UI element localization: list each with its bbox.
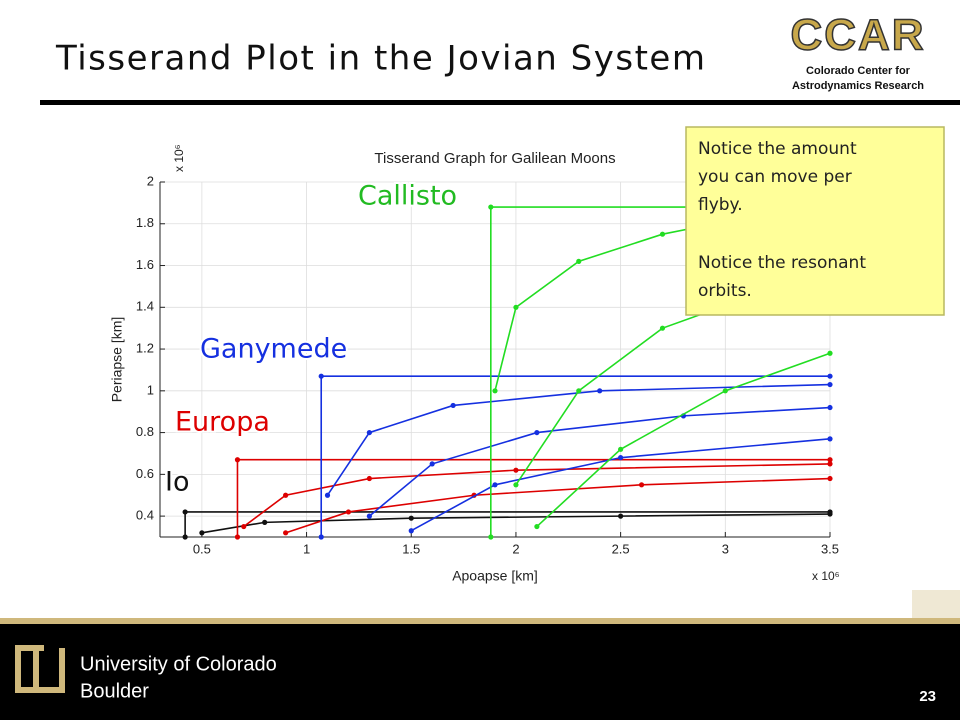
series-line bbox=[410, 438, 831, 532]
series-point bbox=[513, 482, 519, 488]
y-tick-label: 1 bbox=[147, 382, 154, 397]
series-point bbox=[182, 509, 188, 515]
series-point bbox=[597, 388, 603, 394]
series-point bbox=[199, 530, 205, 536]
series-point bbox=[366, 475, 372, 482]
x-tick-label: 2.5 bbox=[612, 541, 630, 556]
callout-text: you can move per bbox=[698, 167, 852, 187]
y-tick-label: 0.8 bbox=[136, 424, 154, 439]
logo-shape bbox=[33, 648, 65, 693]
title-rule bbox=[40, 100, 960, 105]
series-point bbox=[366, 429, 372, 436]
series-point bbox=[450, 402, 456, 409]
series-point bbox=[827, 475, 833, 482]
moon-labels: Callisto Ganymede Europa Io bbox=[163, 179, 459, 500]
x-tick-label: 3.5 bbox=[821, 541, 839, 556]
series-point bbox=[283, 530, 289, 536]
series-point bbox=[827, 350, 833, 356]
y-axis-label: Periapse [km] bbox=[109, 317, 125, 403]
series-point bbox=[659, 325, 666, 331]
y-tick-label: 1.2 bbox=[136, 340, 154, 355]
series-point bbox=[618, 513, 624, 519]
series-point bbox=[241, 523, 247, 530]
series-point bbox=[659, 231, 666, 237]
moon-label: Ganymede bbox=[200, 334, 347, 365]
series-point bbox=[283, 492, 289, 498]
logo-name: CCAR bbox=[790, 11, 925, 60]
x-tick-label: 1 bbox=[303, 541, 310, 556]
cu-logo bbox=[15, 645, 65, 693]
series-point bbox=[318, 534, 324, 540]
callout-text: Notice the amount bbox=[698, 139, 857, 159]
y-multiplier: x 10⁶ bbox=[172, 144, 186, 172]
logo-shape bbox=[15, 645, 44, 693]
university: Boulder bbox=[80, 680, 149, 702]
x-tick-label: 0.5 bbox=[193, 541, 211, 556]
series-point bbox=[318, 373, 324, 379]
series-point bbox=[492, 388, 498, 394]
moon-label: Europa bbox=[175, 407, 270, 438]
series-point bbox=[488, 204, 494, 210]
moon-label: Callisto bbox=[358, 181, 457, 212]
series-point bbox=[234, 457, 241, 463]
series-point bbox=[827, 457, 833, 463]
callout-text: Notice the resonant bbox=[698, 253, 866, 273]
series-point bbox=[534, 523, 540, 530]
callout-box bbox=[685, 126, 945, 316]
series-point bbox=[722, 388, 728, 394]
series-point bbox=[576, 258, 582, 264]
series-point bbox=[429, 461, 435, 467]
series-point bbox=[534, 429, 540, 436]
series-point bbox=[827, 381, 833, 388]
logo-line: Colorado Center for bbox=[806, 65, 911, 77]
x-axis-label: Apoapse [km] bbox=[452, 568, 538, 584]
series-point bbox=[182, 534, 188, 540]
series-line bbox=[536, 352, 831, 528]
page-number: 23 bbox=[919, 688, 936, 705]
chart-title: Tisserand Graph for Galilean Moons bbox=[374, 150, 615, 167]
footer-rule bbox=[0, 618, 960, 624]
y-tick-label: 2 bbox=[147, 173, 154, 188]
y-tick-label: 0.6 bbox=[136, 466, 154, 481]
y-tick-label: 1.8 bbox=[136, 215, 154, 230]
series-point bbox=[345, 509, 352, 515]
series-point bbox=[513, 467, 519, 473]
x-tick-label: 1.5 bbox=[402, 541, 420, 556]
callout-text: orbits. bbox=[698, 281, 752, 301]
x-tick-label: 2 bbox=[512, 541, 519, 556]
series-point bbox=[827, 511, 833, 517]
series-point bbox=[488, 534, 494, 540]
series-point bbox=[366, 513, 372, 519]
series-point bbox=[408, 515, 414, 521]
series-point bbox=[827, 373, 833, 379]
series-point bbox=[618, 446, 624, 452]
series-point bbox=[618, 455, 624, 461]
x-tick-label: 3 bbox=[722, 541, 729, 556]
footer bbox=[0, 624, 960, 720]
logo-line: Astrodynamics Research bbox=[792, 80, 924, 92]
series-point bbox=[827, 461, 833, 467]
series-point bbox=[513, 304, 519, 310]
y-tick-label: 0.4 bbox=[136, 508, 154, 523]
university: University of Colorado bbox=[80, 653, 277, 675]
series-point bbox=[827, 404, 833, 411]
series-point bbox=[408, 528, 414, 534]
y-tick-label: 1.4 bbox=[136, 299, 154, 314]
decor bbox=[912, 590, 960, 618]
series-point bbox=[324, 492, 331, 498]
callout-text: flyby. bbox=[698, 195, 743, 215]
y-tick-label: 1.6 bbox=[136, 257, 154, 272]
series-point bbox=[492, 482, 498, 488]
series-point bbox=[262, 519, 268, 525]
moon-label: Io bbox=[165, 467, 189, 498]
series-point bbox=[234, 534, 241, 540]
slide-title: Tisserand Plot in the Jovian System bbox=[55, 39, 706, 79]
series-point bbox=[827, 436, 833, 442]
series-point bbox=[576, 388, 582, 394]
x-multiplier: x 10⁶ bbox=[812, 569, 840, 583]
series-point bbox=[638, 482, 645, 488]
